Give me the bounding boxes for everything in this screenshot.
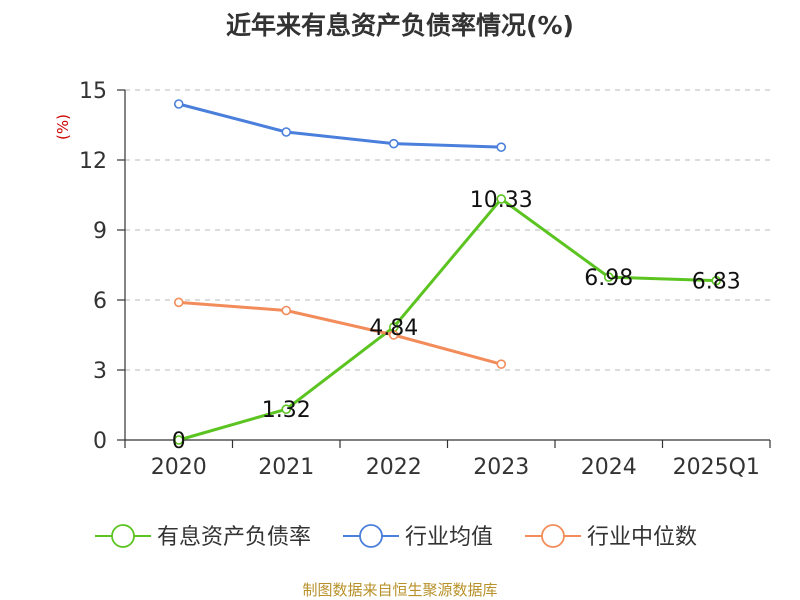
- series-2-point-2022: [388, 330, 399, 340]
- y-tick-label-12: 12: [79, 149, 107, 174]
- series-line-2: [178, 300, 502, 366]
- legend-item-1[interactable]: 行业均值: [343, 524, 493, 550]
- legend-item-0[interactable]: 有息资产负债率: [95, 524, 311, 550]
- legend-item-2[interactable]: 行业中位数: [525, 524, 697, 550]
- x-tick-label-2021: 2021: [258, 455, 314, 480]
- data-label-2022: 4.84: [369, 316, 418, 341]
- series-line-0: [178, 197, 717, 442]
- legend-label-2: 行业中位数: [587, 525, 697, 550]
- data-label-2023: 10.33: [470, 188, 533, 213]
- series-0-point-2021: [281, 404, 292, 415]
- series-2-point-2023: [496, 359, 507, 369]
- series-0-point-2023: [496, 194, 507, 204]
- legend-label-0: 有息资产负债率: [157, 525, 311, 550]
- series-0-point-2025Q1: [711, 275, 722, 286]
- y-tick-label-9: 9: [93, 219, 107, 244]
- data-label-2020: 0: [172, 429, 186, 454]
- series-1-point-2022: [388, 138, 399, 149]
- series-2-point-2021: [281, 305, 292, 316]
- series-1-point-2020: [173, 99, 184, 109]
- data-labels: 0 1.32 4.84 10.33 6.98 6.83: [172, 188, 741, 454]
- series-1-point-2021: [281, 127, 292, 137]
- series-0-point-2020: [173, 435, 184, 445]
- series-line-1: [178, 102, 502, 149]
- y-tick-label-6: 6: [93, 289, 107, 314]
- series-2-point-2020: [173, 297, 184, 308]
- grid-lines: [125, 89, 770, 371]
- series-1-point-2023: [496, 142, 507, 152]
- legend[interactable]: 有息资产负债率 行业均值 行业中位数: [95, 524, 697, 550]
- x-tick-label-2025Q1: 2025Q1: [673, 455, 760, 480]
- legend-label-1: 行业均值: [405, 525, 493, 550]
- y-axis-unit: (%): [54, 114, 72, 140]
- source-note: 制图数据来自恒生聚源数据库: [302, 581, 497, 599]
- series-0-point-2024: [603, 272, 614, 282]
- data-label-2024: 6.98: [584, 266, 633, 291]
- data-label-2025Q1: 6.83: [692, 270, 741, 295]
- x-tick-label-2022: 2022: [366, 455, 422, 480]
- chart-title: 近年来有息资产负债率情况(%): [226, 11, 574, 40]
- series-layer: [173, 99, 722, 445]
- legend-marker-2: [541, 524, 565, 548]
- x-tick-label-2023: 2023: [473, 455, 529, 480]
- y-tick-label-3: 3: [93, 359, 107, 384]
- axes: 0 3 6 9 12 15 2020 2021 2022 2023 2024 2025Q1: [79, 79, 771, 480]
- data-label-2021: 1.32: [262, 398, 311, 423]
- x-tick-label-2020: 2020: [151, 455, 207, 480]
- x-tick-label-2024: 2024: [581, 455, 637, 480]
- legend-marker-0: [111, 524, 135, 548]
- y-tick-label-15: 15: [79, 79, 107, 104]
- y-tick-label-0: 0: [93, 429, 107, 454]
- legend-marker-1: [359, 524, 383, 548]
